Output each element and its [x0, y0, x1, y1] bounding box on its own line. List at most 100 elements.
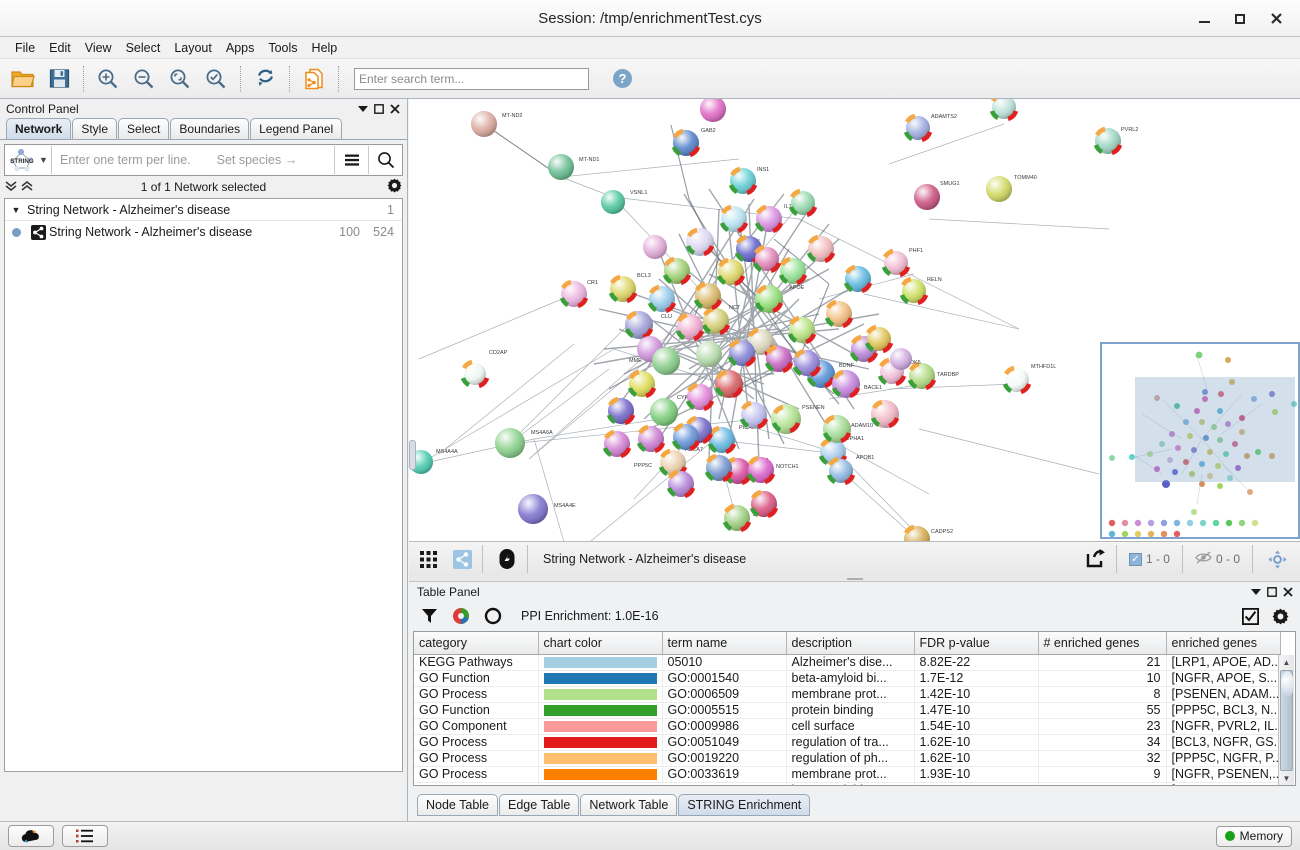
- scroll-down-arrow-icon[interactable]: ▼: [1282, 774, 1291, 783]
- open-session-icon[interactable]: [6, 62, 40, 96]
- menu-layout[interactable]: Layout: [174, 40, 212, 55]
- chart-color-swatch: [543, 656, 657, 668]
- expand-all-icon[interactable]: [21, 180, 33, 194]
- memory-label: Memory: [1239, 829, 1283, 843]
- column-header-chart-color[interactable]: chart color: [538, 632, 663, 655]
- zoom-out-icon[interactable]: [127, 62, 161, 96]
- scroll-up-arrow-icon[interactable]: ▲: [1282, 658, 1291, 667]
- string-query-input[interactable]: Enter one term per line. Set species →: [52, 153, 334, 167]
- hidden-eye-icon[interactable]: [1195, 551, 1212, 567]
- table-panel-close-icon[interactable]: [1280, 584, 1296, 600]
- maximize-button[interactable]: [1222, 4, 1258, 34]
- network-canvas[interactable]: MT-ND2 MT-ND1 VSNL1 CD2AP MS4A4A MS4A6A …: [409, 99, 1300, 576]
- scrollbar-thumb[interactable]: [1280, 670, 1294, 771]
- column-header-genes[interactable]: enriched genes: [1166, 632, 1281, 655]
- string-species-caret-icon[interactable]: ▼: [39, 155, 48, 165]
- minimize-button[interactable]: [1186, 4, 1222, 34]
- cell-description: regulation of tra...: [786, 734, 915, 751]
- network-panel-left-grip[interactable]: [409, 440, 416, 470]
- control-panel-float-icon[interactable]: [371, 101, 387, 117]
- close-button[interactable]: [1258, 4, 1294, 34]
- control-panel-header: Control Panel: [0, 99, 407, 118]
- menu-tools[interactable]: Tools: [268, 40, 298, 55]
- table-row[interactable]: GO Function GO:0001540 beta-amyloid bi... 1…: [414, 670, 1281, 687]
- selected-nodes-badge[interactable]: ✓ 1 - 0: [1122, 552, 1177, 566]
- control-panel-close-icon[interactable]: [387, 101, 403, 117]
- table-row[interactable]: KEGG Pathways 05010 Alzheimer's dise... 8.8…: [414, 654, 1281, 671]
- navigator-viewport-rect[interactable]: [1135, 377, 1295, 482]
- tab-network-table[interactable]: Network Table: [580, 794, 678, 816]
- svg-text:RELN: RELN: [927, 277, 942, 283]
- column-header-category[interactable]: category: [414, 632, 539, 655]
- tree-row-network[interactable]: String Network - Alzheimer's disease 100…: [5, 221, 402, 243]
- table-row[interactable]: GO Process GO:0033619 membrane prot... 1.93…: [414, 766, 1281, 783]
- node-MTHFD1L: MTHFD1L: [1005, 364, 1056, 392]
- menu-file[interactable]: File: [15, 40, 36, 55]
- donut-chart-icon[interactable]: [483, 605, 503, 627]
- fit-content-icon[interactable]: [1262, 545, 1292, 573]
- table-row[interactable]: GO Component GO:0009986 cell surface 1.54E-…: [414, 718, 1281, 735]
- tab-node-table[interactable]: Node Table: [417, 794, 499, 816]
- tab-network[interactable]: Network: [6, 118, 72, 139]
- help-icon[interactable]: ?: [605, 62, 639, 96]
- table-row[interactable]: GO Function GO:0005515 protein binding 1.47…: [414, 702, 1281, 719]
- export-icon[interactable]: [1081, 545, 1111, 573]
- hamburger-icon[interactable]: [335, 145, 368, 175]
- grid-layout-icon[interactable]: [413, 545, 443, 573]
- tab-legend-panel[interactable]: Legend Panel: [250, 118, 343, 139]
- share-network-icon[interactable]: [447, 545, 477, 573]
- zoom-in-icon[interactable]: [91, 62, 125, 96]
- network-navigator[interactable]: [1100, 342, 1300, 539]
- column-header-fdr[interactable]: FDR p-value: [914, 632, 1039, 655]
- settings-gear-icon[interactable]: [1270, 605, 1290, 627]
- tab-edge-table[interactable]: Edge Table: [499, 794, 580, 816]
- svg-text:BDNF: BDNF: [839, 363, 855, 369]
- table-row[interactable]: GO Process GO:0051049 regulation of tra...…: [414, 734, 1281, 751]
- column-header-description[interactable]: description: [786, 632, 915, 655]
- new-network-icon[interactable]: [297, 62, 331, 96]
- memory-status-button[interactable]: Memory: [1215, 825, 1292, 847]
- zoom-selected-icon[interactable]: [199, 62, 233, 96]
- enrichment-table-container[interactable]: category chart color term name descripti…: [413, 631, 1296, 786]
- cloud-icon[interactable]: [8, 825, 54, 847]
- table-row[interactable]: GO Process GO:0050435beta-amyloid m...2.0…: [414, 782, 1281, 785]
- tree-row-root[interactable]: ▼ String Network - Alzheimer's disease 1: [5, 199, 402, 221]
- search-input[interactable]: Enter search term...: [354, 67, 589, 90]
- save-session-icon[interactable]: [42, 62, 76, 96]
- table-row[interactable]: GO Process GO:0006509 membrane prot... 1.42…: [414, 686, 1281, 703]
- table-vertical-scrollbar[interactable]: ▲ ▼: [1278, 655, 1294, 785]
- string-set-species-link[interactable]: Set species →: [216, 153, 298, 167]
- select-all-checkbox-icon[interactable]: [1240, 605, 1260, 627]
- string-logo-icon[interactable]: STRING: [5, 145, 39, 175]
- svg-text:STRING: STRING: [10, 158, 34, 165]
- column-header-term-name[interactable]: term name: [662, 632, 787, 655]
- tab-string-enrichment[interactable]: STRING Enrichment: [678, 794, 811, 816]
- hidden-nodes-badge[interactable]: 0 - 0: [1188, 551, 1247, 567]
- panel-splitter[interactable]: [409, 576, 1300, 582]
- menu-view[interactable]: View: [84, 40, 112, 55]
- table-panel-dropdown-icon[interactable]: [1248, 584, 1264, 600]
- selected-nodes-checkbox-icon[interactable]: ✓: [1128, 552, 1142, 566]
- control-panel-dropdown-icon[interactable]: [355, 101, 371, 117]
- tab-select[interactable]: Select: [118, 118, 170, 139]
- filter-icon[interactable]: [419, 605, 439, 627]
- svg-text:MS4A4A: MS4A4A: [436, 449, 458, 455]
- column-header-n-genes[interactable]: # enriched genes: [1038, 632, 1167, 655]
- task-list-icon[interactable]: [62, 825, 108, 847]
- table-panel-float-icon[interactable]: [1264, 584, 1280, 600]
- tab-boundaries[interactable]: Boundaries: [170, 118, 250, 139]
- search-icon[interactable]: [369, 145, 402, 175]
- annotate-icon[interactable]: [492, 545, 522, 573]
- refresh-icon[interactable]: [248, 62, 282, 96]
- menu-help[interactable]: Help: [311, 40, 338, 55]
- menu-edit[interactable]: Edit: [49, 40, 71, 55]
- chart-color-icon[interactable]: [451, 605, 471, 627]
- table-row[interactable]: GO Process GO:0019220 regulation of ph... 1…: [414, 750, 1281, 767]
- tab-style[interactable]: Style: [72, 118, 118, 139]
- tree-expand-icon[interactable]: ▼: [11, 204, 21, 215]
- network-settings-gear-icon[interactable]: [387, 178, 402, 196]
- menu-apps[interactable]: Apps: [225, 40, 255, 55]
- menu-select[interactable]: Select: [125, 40, 161, 55]
- zoom-fit-icon[interactable]: [163, 62, 197, 96]
- collapse-all-icon[interactable]: [5, 180, 17, 194]
